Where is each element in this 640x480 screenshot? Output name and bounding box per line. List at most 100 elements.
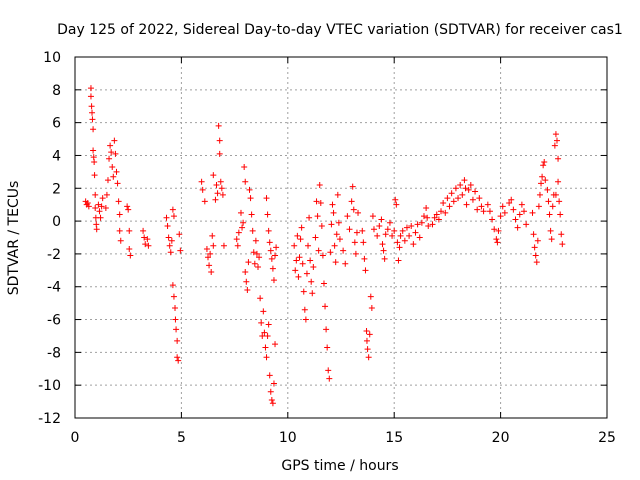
data-point xyxy=(548,236,555,243)
data-point xyxy=(559,241,566,248)
data-point xyxy=(172,305,179,312)
data-point xyxy=(553,137,560,144)
data-point xyxy=(217,178,224,185)
data-point xyxy=(164,223,171,230)
y-tick-label: -8 xyxy=(47,345,61,361)
data-point xyxy=(328,221,335,228)
x-tick-label: 20 xyxy=(492,430,510,446)
plot-frame xyxy=(74,56,608,419)
data-point xyxy=(381,255,388,262)
data-point xyxy=(399,227,406,234)
data-point xyxy=(450,198,457,205)
data-point xyxy=(389,232,396,239)
data-point xyxy=(314,213,321,220)
data-point xyxy=(459,191,466,198)
data-point xyxy=(457,181,464,188)
data-point xyxy=(91,159,98,166)
data-point xyxy=(144,236,151,243)
data-point xyxy=(255,264,262,271)
data-point xyxy=(551,142,558,149)
data-point xyxy=(547,227,554,234)
data-point xyxy=(486,208,493,215)
data-point xyxy=(103,191,110,198)
data-point xyxy=(145,242,152,249)
data-point xyxy=(362,267,369,274)
data-point xyxy=(320,280,327,287)
data-point xyxy=(516,211,523,218)
data-point xyxy=(124,203,131,210)
data-point xyxy=(327,249,334,256)
data-point xyxy=(433,211,440,218)
data-point xyxy=(84,200,91,207)
y-tick-label: -6 xyxy=(47,313,61,329)
data-point xyxy=(557,211,564,218)
data-point xyxy=(370,226,377,233)
data-point xyxy=(510,206,517,213)
data-point xyxy=(558,231,565,238)
data-point xyxy=(248,211,255,218)
data-point xyxy=(351,239,358,246)
data-point xyxy=(448,190,455,197)
data-point xyxy=(396,244,403,251)
data-point xyxy=(423,204,430,211)
data-point xyxy=(168,237,175,244)
data-point xyxy=(266,372,273,379)
data-point xyxy=(243,278,250,285)
data-point xyxy=(531,244,538,251)
x-axis-label: GPS time / hours xyxy=(281,458,398,474)
data-point xyxy=(242,268,249,275)
y-tick-label: 2 xyxy=(52,181,61,197)
data-point xyxy=(319,252,326,259)
data-point xyxy=(214,190,221,197)
data-point xyxy=(323,326,330,333)
data-point xyxy=(336,236,343,243)
data-point xyxy=(116,211,123,218)
data-point xyxy=(210,172,217,179)
data-point xyxy=(350,206,357,213)
data-point xyxy=(242,178,249,185)
data-point xyxy=(264,211,271,218)
data-point xyxy=(263,195,270,202)
data-point xyxy=(256,254,263,261)
data-point xyxy=(544,186,551,193)
data-point xyxy=(93,226,100,233)
data-point xyxy=(264,332,271,339)
data-point xyxy=(253,250,260,257)
data-point xyxy=(310,264,317,271)
data-point xyxy=(514,224,521,231)
data-point xyxy=(406,232,413,239)
data-point xyxy=(355,209,362,216)
y-axis-label: SDTVAR / TECUs xyxy=(6,181,22,296)
data-point xyxy=(555,155,562,162)
data-point xyxy=(368,305,375,312)
data-point xyxy=(353,229,360,236)
data-point xyxy=(465,186,472,193)
data-point xyxy=(247,195,254,202)
data-point xyxy=(245,259,252,266)
data-point xyxy=(273,244,280,251)
data-point xyxy=(90,147,97,154)
data-point xyxy=(106,155,113,162)
data-point xyxy=(425,223,432,230)
data-point xyxy=(326,375,333,382)
data-points xyxy=(82,85,566,407)
data-point xyxy=(472,188,479,195)
data-point xyxy=(97,214,104,221)
data-point xyxy=(270,380,277,387)
data-point xyxy=(308,278,315,285)
data-point xyxy=(331,242,338,249)
data-point xyxy=(126,227,133,234)
data-point xyxy=(140,227,147,234)
data-point xyxy=(495,227,502,234)
data-point xyxy=(207,250,214,257)
data-point xyxy=(265,321,272,328)
data-point xyxy=(87,85,94,92)
data-point xyxy=(395,257,402,264)
data-point xyxy=(478,203,485,210)
data-point xyxy=(529,209,536,216)
data-point xyxy=(401,237,408,244)
data-point xyxy=(241,163,248,170)
data-point xyxy=(115,198,122,205)
data-point xyxy=(210,242,217,249)
